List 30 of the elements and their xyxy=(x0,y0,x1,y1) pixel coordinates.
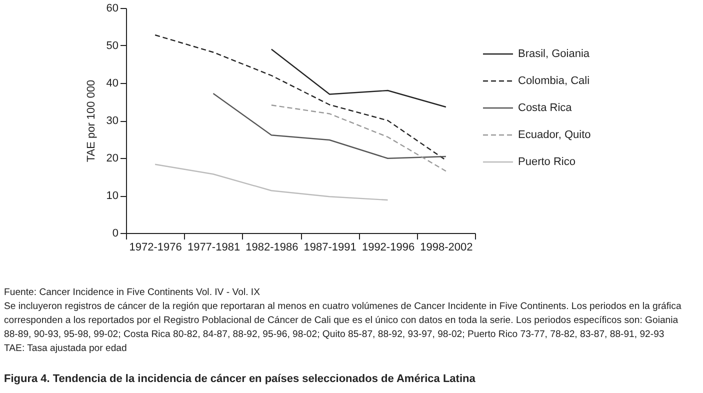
legend-label: Colombia, Cali xyxy=(518,75,590,87)
source-note: Fuente: Cancer Incidence in Five Continents Vol. IV - Vol. IX xyxy=(4,287,261,298)
x-tick-label: 1992-1996 xyxy=(362,242,415,254)
line-series xyxy=(154,34,447,161)
x-tick-label: 1987-1991 xyxy=(304,242,356,254)
text: corresponden a los reportados por el Registro Poblacional de Cáncer de Cali que es el único con datos en toda la serie. Los periodos específicos son: Goiania xyxy=(4,315,679,326)
y-tick-label: 30 xyxy=(106,115,118,127)
y-tick-label: 10 xyxy=(106,190,118,202)
legend-label: Costa Rica xyxy=(518,102,573,114)
legend-label: Ecuador, Quito xyxy=(518,129,591,141)
text: Figura 4. Tendencia de la incidencia de cáncer en países seleccionados de América Latina xyxy=(4,373,476,385)
text: Se incluyeron registros de cáncer de la región que reportaran al menos en cuatro volúmenes de Cancer Incidente in Five Continents. Los periodos en la gráfica xyxy=(4,301,682,312)
x-tick-label: 1977-1981 xyxy=(187,242,240,254)
y-tick-label: 40 xyxy=(106,78,118,90)
y-tick-label: 50 xyxy=(106,40,118,52)
y-axis-title: TAE por 100 000 xyxy=(85,80,98,162)
line-series xyxy=(154,164,388,201)
y-tick-label: 20 xyxy=(106,152,118,164)
text: TAE: Tasa ajustada por edad xyxy=(4,343,127,354)
text: 88-89, 90-93, 95-98, 99-02; Costa Rica 80-82, 84-87, 88-92, 95-96, 98-02; Quito 85-87, 88-92, 93-97, 98-02; Puerto Rico 73-77, 78-82, 83-87, 88-91, 92-93 xyxy=(4,329,664,340)
x-tick-label: 1998-2002 xyxy=(420,242,473,254)
y-tick-label: 60 xyxy=(106,2,118,14)
line-series xyxy=(270,48,447,108)
line-series xyxy=(270,104,447,172)
legend-label: Brasil, Goiania xyxy=(518,48,590,60)
y-tick-label: 0 xyxy=(112,228,118,240)
x-tick-label: 1982-1986 xyxy=(246,242,298,254)
x-tick-label: 1972-1976 xyxy=(129,242,182,254)
line-series xyxy=(212,92,447,159)
legend-label: Puerto Rico xyxy=(518,156,576,168)
